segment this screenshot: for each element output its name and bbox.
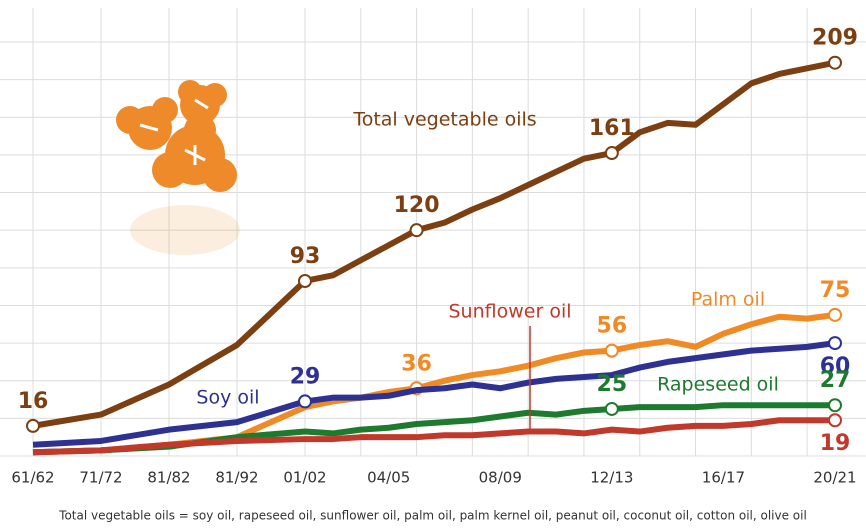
x-tick-label: 61/62 (11, 469, 54, 487)
x-tick-label: 81/82 (147, 469, 190, 487)
line (32, 311, 836, 456)
series-label: Rapeseed oil (657, 374, 779, 396)
point-marker (409, 223, 424, 238)
line (32, 402, 835, 456)
point-marker (604, 343, 619, 358)
series-label: Total vegetable oils (352, 109, 536, 131)
point-marker (828, 413, 842, 428)
value-label: 56 (597, 314, 628, 339)
value-label: 120 (394, 193, 440, 218)
series-label: Palm oil (691, 289, 765, 311)
value-label: 25 (597, 372, 628, 397)
x-tick-label: 16/17 (702, 469, 745, 487)
series-label: Soy oil (196, 387, 259, 409)
x-tick-label: 12/13 (590, 469, 633, 487)
x-tick-label: 04/05 (367, 469, 410, 487)
value-label: 75 (820, 278, 851, 303)
point-marker (604, 401, 619, 416)
value-label: 29 (290, 364, 321, 389)
value-label: 60 (820, 354, 851, 379)
value-label: 161 (589, 116, 635, 141)
x-tick-label: 20/21 (813, 469, 856, 487)
point-marker (828, 55, 842, 70)
value-label: 36 (401, 351, 432, 376)
value-label: 16 (18, 389, 49, 414)
series-label: Sunflower oil (449, 301, 572, 323)
footnote: Total vegetable oils = soy oil, rapeseed… (58, 509, 807, 523)
point-marker (828, 336, 842, 351)
line (32, 340, 836, 448)
point-marker (26, 418, 40, 433)
x-tick-label: 81/92 (215, 469, 258, 487)
value-label: 93 (290, 244, 321, 269)
point-marker (604, 146, 619, 161)
point-marker (828, 307, 842, 322)
line (32, 417, 835, 456)
value-label: 209 (812, 26, 858, 51)
value-label: 19 (820, 431, 851, 456)
x-tick-label: 01/02 (283, 469, 326, 487)
flower-icon (116, 80, 240, 255)
point-marker (298, 273, 312, 288)
line (32, 59, 836, 429)
point-marker (828, 398, 842, 413)
point-marker (298, 394, 312, 409)
x-tick-label: 08/09 (479, 469, 522, 487)
value-label: 27 (820, 368, 851, 393)
x-tick-label: 71/72 (79, 469, 122, 487)
